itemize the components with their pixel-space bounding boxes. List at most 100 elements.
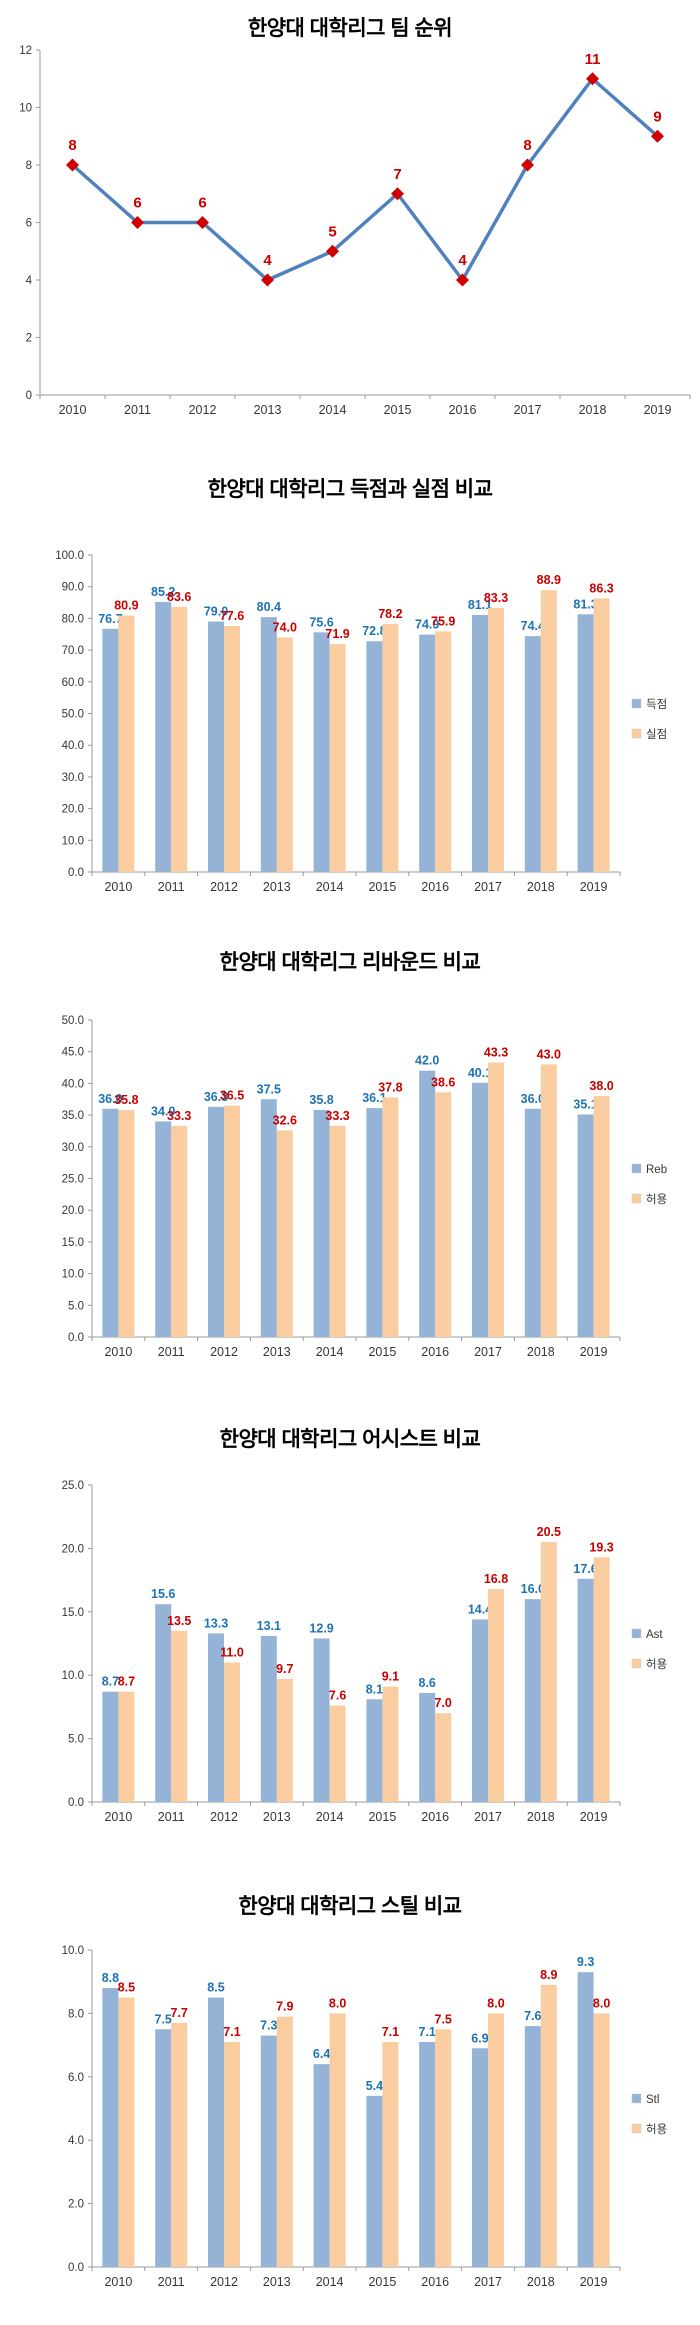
bar-허용-2010	[118, 1997, 135, 2267]
bar-Ast-2017	[472, 1619, 488, 1802]
x-tick-label: 2013	[263, 1345, 291, 1359]
bar-value-label: 86.3	[589, 581, 613, 595]
bar-value-label: 37.8	[378, 1080, 402, 1094]
legend-label-Reb: Reb	[646, 1164, 667, 1176]
y-tick-label: 5.0	[68, 1300, 84, 1312]
x-tick-label: 2011	[158, 1345, 185, 1359]
y-tick-label: 60.0	[62, 677, 84, 689]
x-tick-label: 2014	[319, 403, 347, 417]
bar-Ast-2016	[419, 1692, 436, 1802]
x-tick-label: 2013	[263, 1810, 291, 1824]
y-tick-label: 30.0	[62, 772, 84, 784]
x-tick-label: 2014	[316, 2275, 344, 2289]
legend-label-Ast: Ast	[646, 1629, 663, 1641]
legend-label-허용: 허용	[646, 1658, 667, 1671]
bar-실점-2012	[224, 626, 240, 872]
x-tick-label: 2014	[316, 1345, 344, 1359]
bar-허용-2018	[540, 1984, 557, 2267]
y-tick-label: 45.0	[62, 1047, 84, 1059]
bar-Ast-2012	[208, 1633, 224, 1802]
bar-허용-2013	[276, 2016, 293, 2267]
y-tick-label: 15.0	[62, 1237, 84, 1249]
x-tick-label: 2018	[527, 880, 555, 894]
bar-value-label: 13.3	[204, 1616, 228, 1630]
bar-Stl-2013	[260, 2035, 277, 2267]
bar-value-label: 7.3	[260, 2019, 277, 2033]
bar-value-label: 16.8	[484, 1572, 508, 1586]
x-tick-label: 2017	[474, 1810, 502, 1824]
y-tick-label: 0.0	[68, 1332, 84, 1344]
bar-허용-2014	[329, 1125, 346, 1337]
bar-value-label: 7.7	[171, 2006, 188, 2020]
bar-value-label: 32.6	[273, 1113, 297, 1127]
bar-허용-2013	[276, 1130, 293, 1337]
y-tick-label: 40.0	[62, 740, 84, 752]
y-tick-label: 50.0	[62, 1015, 84, 1027]
x-tick-label: 2012	[210, 1345, 238, 1359]
bar-득점-2011	[155, 601, 172, 872]
bar-Ast-2010	[102, 1691, 119, 1802]
y-tick-label: 10.0	[62, 1670, 84, 1682]
bar-value-label: 17.6	[573, 1562, 597, 1576]
bar-value-label: 75.6	[309, 615, 333, 629]
bar-value-label: 7.1	[382, 2025, 399, 2039]
y-tick-label: 25.0	[62, 1480, 84, 1492]
x-tick-label: 2017	[514, 403, 542, 417]
bar-허용-2017	[488, 1062, 504, 1337]
y-tick-label: 6.0	[68, 2072, 84, 2084]
bar-실점-2017	[488, 607, 504, 872]
bar-Ast-2014	[313, 1638, 330, 1802]
x-tick-label: 2017	[474, 2275, 502, 2289]
bar-value-label: 6.4	[313, 2047, 330, 2061]
bar-value-label: 8.0	[487, 1996, 504, 2010]
x-tick-label: 2018	[527, 2275, 555, 2289]
bar-value-label: 77.6	[220, 609, 244, 623]
x-tick-label: 2012	[210, 1810, 238, 1824]
bar-value-label: 15.6	[151, 1587, 175, 1601]
bar-value-label: 74.9	[415, 618, 439, 632]
bar-Stl-2011	[155, 2029, 172, 2267]
legend-swatch-허용	[631, 1193, 642, 1204]
bar-허용-2015	[382, 1097, 399, 1337]
rank-marker-2017	[521, 158, 534, 172]
bar-득점-2019	[577, 614, 594, 872]
y-tick-label: 30.0	[62, 1142, 84, 1154]
x-tick-label: 2013	[263, 880, 291, 894]
bar-value-label: 7.0	[435, 1696, 452, 1710]
bar-득점-2016	[419, 634, 436, 872]
rank-value-label: 4	[458, 252, 467, 269]
x-tick-label: 2016	[449, 403, 477, 417]
bar-value-label: 6.9	[471, 2031, 488, 2045]
y-tick-label: 8.0	[68, 2008, 84, 2020]
bar-Ast-2013	[260, 1635, 277, 1802]
bar-Stl-2019	[577, 1972, 594, 2267]
bar-value-label: 75.9	[431, 614, 455, 628]
bar-value-label: 7.9	[276, 2000, 293, 2014]
bar-Ast-2015	[366, 1699, 383, 1802]
y-tick-label: 0	[26, 390, 32, 402]
assist-bar-chart: 0.0 5.0 10.0 15.0 20.0 25.0 2010 2011 2012 2013 20…	[62, 1480, 668, 1824]
legend-swatch-허용	[631, 2123, 642, 2134]
bar-Reb-2017	[472, 1082, 488, 1337]
bar-value-label: 81.3	[573, 597, 597, 611]
x-tick-label: 2010	[104, 1345, 132, 1359]
legend-swatch-Stl	[631, 2093, 642, 2104]
bar-value-label: 83.3	[484, 591, 508, 605]
bar-value-label: 8.1	[366, 1682, 383, 1696]
rank-marker-2011	[131, 216, 144, 229]
bar-허용-2017	[488, 2013, 504, 2267]
bar-허용-2016	[435, 2029, 452, 2267]
rank-value-label: 6	[133, 195, 141, 212]
rank-line-chart: 0 2 4 6 8 10 12 2010 2011 2012 2013 2014 2015 2016 201…	[19, 45, 691, 417]
bar-value-label: 42.0	[415, 1054, 439, 1068]
steal-chart-title: 한양대 대학리그 스틸 비교	[238, 1895, 462, 1918]
y-tick-label: 4.0	[68, 2135, 84, 2147]
legend-label-허용: 허용	[646, 1193, 667, 1206]
bar-득점-2015	[366, 641, 383, 872]
bar-허용-2014	[329, 1705, 346, 1802]
bar-실점-2014	[329, 644, 346, 872]
rank-value-label: 8	[523, 137, 531, 154]
rebound-chart-title: 한양대 대학리그 리바운드 비교	[219, 951, 481, 974]
bar-Ast-2018	[524, 1599, 541, 1802]
bar-허용-2016	[435, 1713, 452, 1802]
